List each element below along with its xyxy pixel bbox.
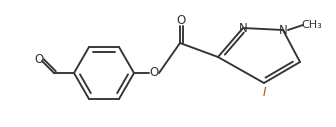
Text: O: O <box>176 14 185 28</box>
Text: I: I <box>262 86 266 99</box>
Text: N: N <box>239 21 247 35</box>
Text: O: O <box>34 53 44 66</box>
Text: O: O <box>150 67 159 80</box>
Text: N: N <box>279 23 287 36</box>
Text: CH₃: CH₃ <box>302 20 322 30</box>
